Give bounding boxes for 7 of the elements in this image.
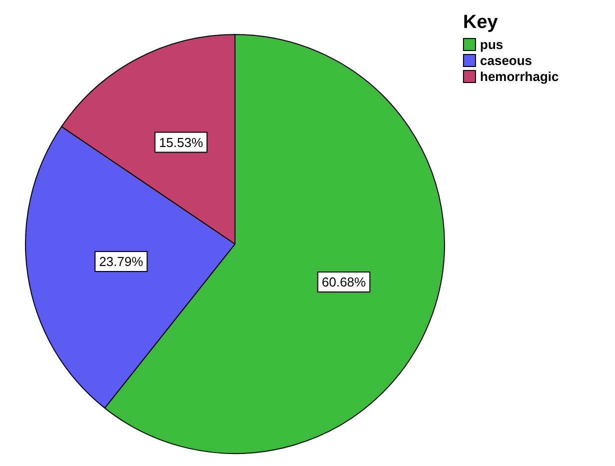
data-label: 23.79% xyxy=(99,254,144,270)
legend-label: caseous xyxy=(480,52,532,68)
legend-label: hemorrhagic xyxy=(480,68,559,84)
legend-title: Key xyxy=(463,12,499,34)
data-label: 60.68% xyxy=(322,274,366,290)
legend-label: pus xyxy=(480,36,504,52)
data-label: 15.53% xyxy=(158,134,204,150)
